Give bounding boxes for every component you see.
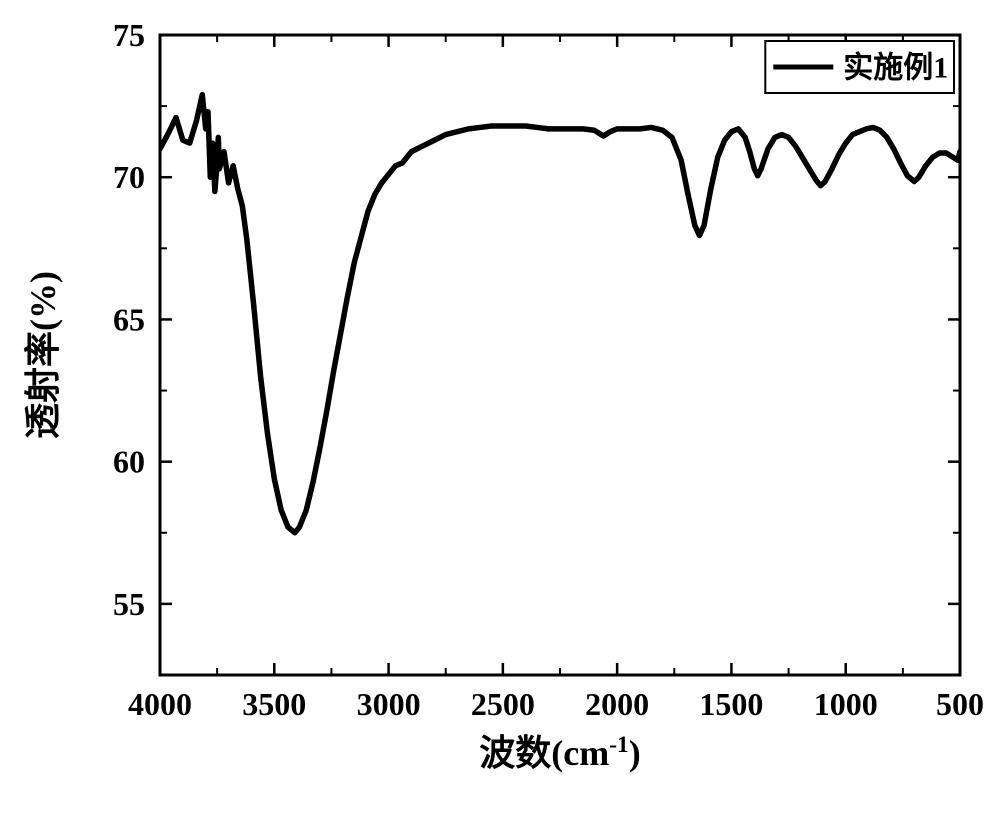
svg-text:3000: 3000 [357, 686, 421, 722]
chart-svg: 4000 3500 3000 2500 2000 1500 1000 500 55 60 65 70 7… [0, 0, 1000, 821]
svg-text:1000: 1000 [814, 686, 878, 722]
svg-text:3500: 3500 [242, 686, 306, 722]
svg-text:1500: 1500 [699, 686, 763, 722]
ftir-chart: 4000 3500 3000 2500 2000 1500 1000 500 55 60 65 70 7… [0, 0, 1000, 821]
svg-text:60: 60 [113, 444, 145, 480]
svg-text:4000: 4000 [128, 686, 192, 722]
svg-text:70: 70 [113, 159, 145, 195]
svg-text:75: 75 [113, 17, 145, 53]
svg-text:500: 500 [936, 686, 984, 722]
y-axis-title: 透射率(%) [23, 271, 63, 439]
svg-text:2500: 2500 [471, 686, 535, 722]
svg-text:55: 55 [113, 586, 145, 622]
svg-text:65: 65 [113, 301, 145, 337]
legend: 实施例1 [765, 41, 954, 93]
legend-label: 实施例1 [843, 51, 948, 85]
svg-text:2000: 2000 [585, 686, 649, 722]
